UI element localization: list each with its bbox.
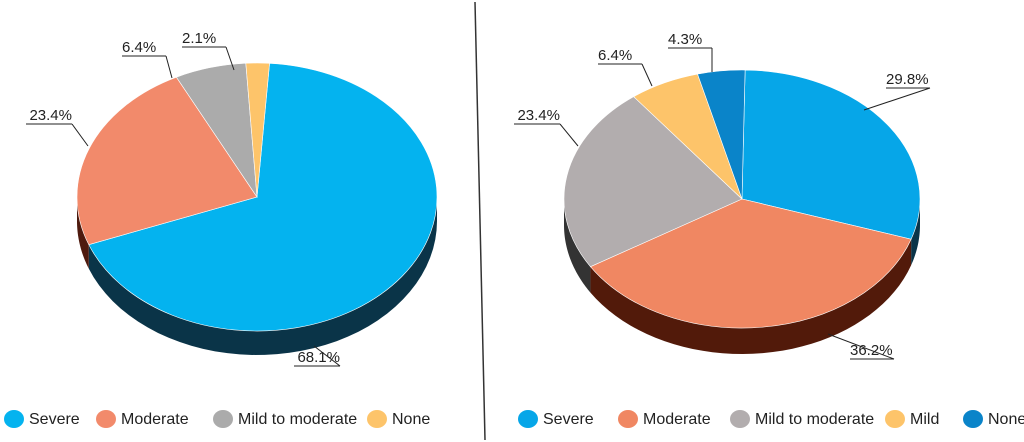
data-label-severe: 29.8% [886,71,929,88]
slice-severe [88,63,438,332]
legend-swatch [96,410,116,428]
slice-moderate [76,76,258,246]
legend-item-moderate: Moderate [618,410,711,428]
pie-chart-left: 68.1% 23.4% 6.4% 2.1% [26,30,438,367]
data-label-moderate: 36.2% [850,342,893,359]
legend-swatch [4,410,24,428]
data-label-mild: 6.4% [598,47,632,64]
leader-line-mild-to-moderate [559,123,579,147]
legend-label: Moderate [643,411,711,428]
legend-item-severe: Severe [518,410,594,428]
slice-none [697,69,746,200]
slice-side-mild-to-moderate [564,199,591,293]
pie-chart-right: 29.8% 36.2% 23.4% 6.4% 4.3% [514,31,931,360]
legend-swatch [885,410,905,428]
data-label-mild-to-moderate: 6.4% [122,39,156,56]
data-label-mild-to-moderate: 23.4% [517,107,560,124]
legend-swatch [730,410,750,428]
slice-side-moderate [590,239,912,354]
legend-item-moderate: Moderate [96,410,189,428]
legend-item-mild: Mild [885,410,939,428]
legend-label: Moderate [121,411,189,428]
legend-item-severe: Severe [4,410,80,428]
legend-swatch [518,410,538,428]
slice-none [245,62,270,198]
legend-swatch [618,410,638,428]
legend-swatch [367,410,387,428]
leader-line-severe [313,345,341,367]
legend-swatch [963,410,983,428]
legend-item-mild-to-moderate: Mild to moderate [730,410,874,428]
slice-side-severe [911,199,920,266]
legend-label: Mild to moderate [755,411,874,428]
data-label-none: 2.1% [182,30,216,47]
legend-label: Severe [29,411,80,428]
leader-line-moderate [71,123,89,147]
slice-severe [741,69,921,240]
legend-item-none: None [367,410,430,428]
legend-swatch [213,410,233,428]
legend-label: None [392,411,430,428]
leader-line-mild-to-moderate [165,55,173,79]
data-label-severe: 68.1% [297,349,340,366]
legend-item-mild-to-moderate: Mild to moderate [213,410,357,428]
leader-line-mild [641,63,653,87]
data-label-none: 4.3% [668,31,702,48]
leader-line-none [225,46,235,71]
data-label-moderate: 23.4% [29,107,72,124]
legend-right: Severe Moderate Mild to moderate Mild None [518,410,1024,428]
slice-mild-to-moderate [563,96,743,268]
legend-label: Mild to moderate [238,411,357,428]
slice-moderate [589,198,912,329]
legend-label: None [988,411,1024,428]
leader-line-moderate [827,333,895,360]
legend-label: Mild [910,411,939,428]
panel-divider [474,1,486,441]
slice-side-severe [88,197,437,355]
leader-line-severe [863,87,931,111]
legend-label: Severe [543,411,594,428]
legend-item-none: None [963,410,1024,428]
slice-side-moderate [77,197,89,269]
legend-left: Severe Moderate Mild to moderate None [4,410,430,428]
